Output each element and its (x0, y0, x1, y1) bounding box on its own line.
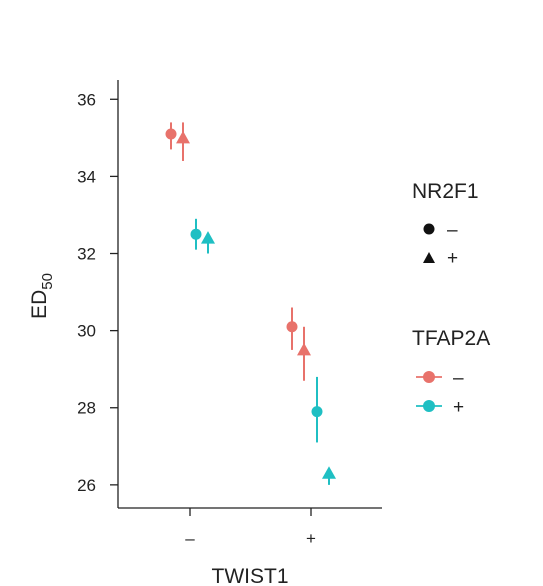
svg-text:ED50: ED50 (28, 273, 56, 319)
legend-tfap2a: TFAP2A – + (412, 327, 490, 418)
legend-tfap2a-plus-dot (423, 400, 435, 412)
data-point-2 (176, 130, 190, 144)
legend-nr2f1-label-plus: + (447, 248, 458, 269)
x-axis-title: TWIST1 (212, 565, 289, 586)
legend-tfap2a-minus-dot (423, 371, 435, 383)
legend-tfap2a-title: TFAP2A (412, 327, 490, 350)
y-axis-title-main: ED (28, 290, 51, 319)
x-tick-label-plus: + (306, 529, 316, 548)
x-tick-label-minus: – (185, 529, 195, 548)
data-point-1 (165, 128, 177, 140)
legend-tfap2a-label-minus: – (453, 368, 464, 389)
y-axis-title-subscript: 50 (39, 273, 56, 290)
y-tick-label-36: 36 (77, 90, 96, 109)
data-marks (165, 122, 336, 485)
y-tick-label-28: 28 (77, 399, 96, 418)
legend-circle-icon (423, 223, 435, 235)
legend-tfap2a-label-plus: + (453, 397, 464, 418)
data-point-5 (286, 321, 298, 333)
legend-triangle-icon (423, 252, 435, 263)
data-point-3 (190, 228, 202, 240)
legend-nr2f1-label-minus: – (447, 220, 458, 241)
data-point-6 (297, 342, 311, 356)
y-tick-label-32: 32 (77, 245, 96, 264)
data-point-8 (322, 466, 336, 479)
legend-nr2f1-title: NR2F1 (412, 180, 479, 203)
y-tick-label-26: 26 (77, 476, 96, 495)
legend-nr2f1: NR2F1 – + (412, 180, 479, 269)
y-tick-label-30: 30 (77, 322, 96, 341)
y-tick-label-34: 34 (77, 167, 96, 186)
x-axis-ticks: – + (185, 508, 316, 548)
y-axis-ticks: 26 28 30 32 34 36 (77, 90, 118, 495)
data-point-7 (311, 406, 323, 418)
data-point-4 (201, 231, 215, 244)
y-axis-title: ED50 (28, 273, 56, 319)
